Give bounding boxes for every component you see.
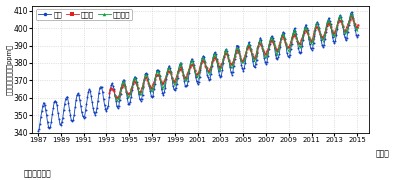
綾里 xyxy=(173,89,177,92)
Text: 資料）気象庁: 資料）気象庁 xyxy=(24,169,51,178)
与那国島 xyxy=(214,58,219,61)
南鳥島 xyxy=(292,34,297,37)
南鳥島 xyxy=(115,97,120,99)
与那国島 xyxy=(192,65,196,67)
南鳥島 xyxy=(173,77,178,80)
与那国島 xyxy=(244,51,248,53)
南鳥島 xyxy=(316,28,321,30)
Legend: 綾里, 南鳥島, 与那国島: 綾里, 南鳥島, 与那国島 xyxy=(36,9,132,20)
Line: 南鳥島: 南鳥島 xyxy=(108,15,359,99)
与那国島 xyxy=(179,65,184,67)
与那国島 xyxy=(115,100,120,102)
南鳥島 xyxy=(348,15,353,17)
与那国島 xyxy=(113,93,117,96)
綾里 xyxy=(356,33,361,36)
南鳥島 xyxy=(356,24,361,26)
与那国島 xyxy=(349,13,354,15)
綾里 xyxy=(349,11,354,13)
綾里 xyxy=(134,77,138,79)
与那国島 xyxy=(356,26,361,28)
Y-axis label: 二酸化炭素濃度（ppm）: 二酸化炭素濃度（ppm） xyxy=(6,44,12,94)
南鳥島 xyxy=(107,92,112,94)
綾里 xyxy=(277,53,282,55)
南鳥島 xyxy=(231,58,236,60)
Line: 綾里: 綾里 xyxy=(37,11,359,132)
与那国島 xyxy=(138,93,143,95)
南鳥島 xyxy=(334,27,339,30)
綾里 xyxy=(90,101,94,103)
Text: （年）: （年） xyxy=(376,149,389,158)
綾里 xyxy=(237,50,242,52)
南鳥島 xyxy=(273,48,278,50)
与那国島 xyxy=(242,60,246,62)
Line: 与那国島: 与那国島 xyxy=(114,13,359,102)
綾里 xyxy=(263,63,268,65)
綾里 xyxy=(36,130,40,132)
